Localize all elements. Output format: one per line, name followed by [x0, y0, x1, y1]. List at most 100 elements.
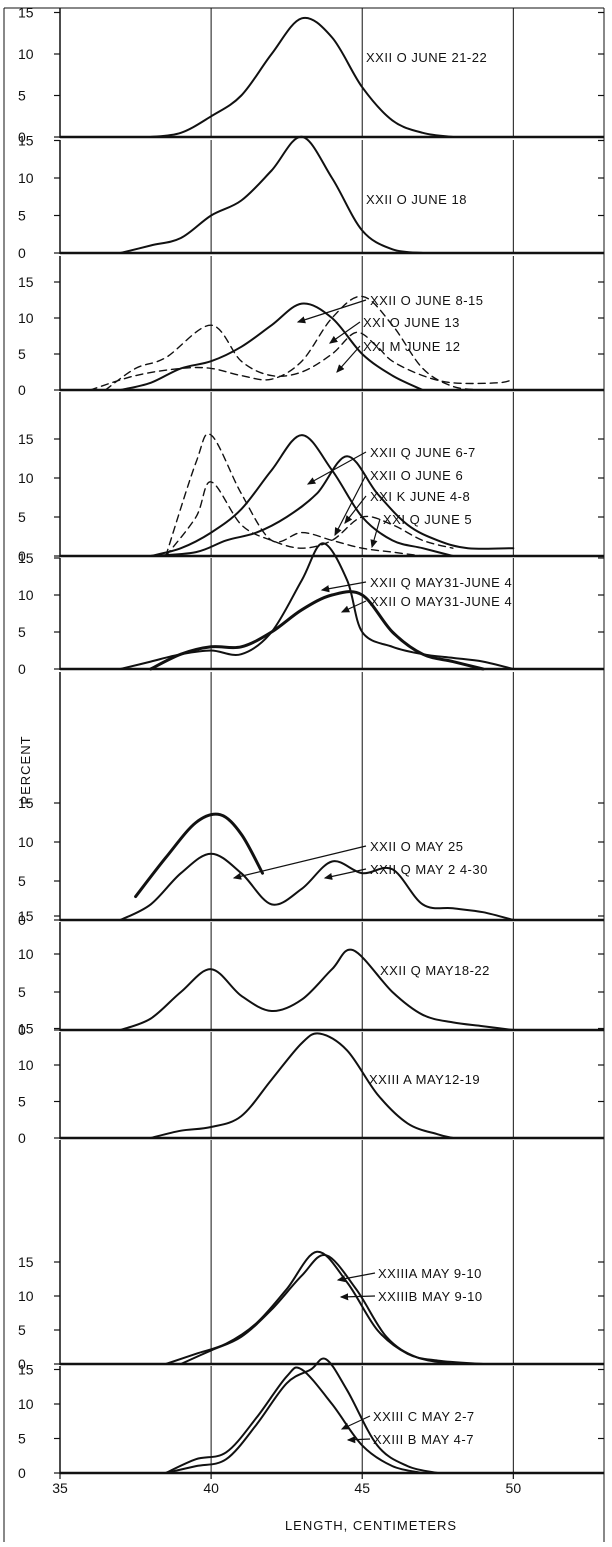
y-tick-label-5: 5	[18, 624, 26, 640]
leader-arrow-9	[370, 518, 381, 549]
series-label-15: XXIII A MAY12-19	[369, 1072, 480, 1087]
series-label-6: XXII Q JUNE 6-7	[370, 445, 476, 460]
panel-2: 0 5 10 15	[18, 133, 604, 261]
series-label-8: XXI K JUNE 4-8	[370, 489, 470, 504]
panel-7: 0 5 10 15	[18, 908, 604, 1038]
series-label-1: XXII O JUNE 21-22	[366, 50, 487, 65]
y-tick-label-5: 5	[18, 1431, 26, 1447]
y-tick-label-10: 10	[18, 170, 34, 186]
series-label-2: XXII O JUNE 18	[366, 192, 467, 207]
series-label-17: XXIIIB MAY 9-10	[378, 1289, 483, 1304]
series-line-7-1	[119, 948, 515, 1031]
panel-9: 0 5 10 15	[18, 1140, 604, 1372]
leader-arrow-10	[320, 581, 367, 593]
y-tick-label-0: 0	[18, 912, 26, 928]
y-tick-label-15: 15	[18, 1254, 34, 1270]
y-tick-label-10: 10	[18, 470, 34, 486]
y-tick-label-0: 0	[18, 245, 26, 261]
y-tick-label-10: 10	[18, 587, 34, 603]
series-label-12: XXII O MAY 25	[370, 839, 463, 854]
series-label-3: XXII O JUNE 8-15	[370, 293, 483, 308]
series-line-3-3	[104, 324, 514, 391]
y-tick-label-0: 0	[18, 1022, 26, 1038]
x-tick-label-35: 35	[52, 1480, 68, 1496]
series-label-13: XXII Q MAY 2 4-30	[370, 862, 488, 877]
y-axis-title: PERCENT	[18, 735, 33, 804]
figure-frame-group	[3, 7, 605, 1542]
y-tick-label-0: 0	[18, 548, 26, 564]
series-line-8-1	[149, 1032, 454, 1139]
y-tick-label-5: 5	[18, 509, 26, 525]
series-line-5-2	[149, 590, 485, 671]
y-tick-label-5: 5	[18, 1094, 26, 1110]
series-line-10-2	[164, 1366, 424, 1474]
y-tick-label-15: 15	[18, 5, 34, 21]
panels-layer: 0510150510150510150510150510150510150510…	[18, 5, 604, 1496]
series-line-6-1	[134, 812, 264, 899]
y-tick-label-15: 15	[18, 274, 34, 290]
leader-arrow-11	[340, 600, 367, 613]
x-tick-label-50: 50	[506, 1480, 522, 1496]
series-label-11: XXII O MAY31-JUNE 4	[370, 594, 512, 609]
y-tick-label-5: 5	[18, 208, 26, 224]
series-line-9-2	[179, 1254, 454, 1365]
series-line-1-1	[149, 16, 454, 138]
leader-arrow-16	[336, 1272, 376, 1283]
panel-4: 0 5 10 15	[18, 392, 604, 564]
x-tick-label-40: 40	[203, 1480, 219, 1496]
y-tick-label-0: 0	[18, 661, 26, 677]
series-line-10-1	[164, 1357, 439, 1474]
series-line-4-4	[165, 433, 424, 557]
y-tick-label-0: 0	[18, 1356, 26, 1372]
y-tick-label-10: 10	[18, 1396, 34, 1412]
leader-arrow-17	[339, 1293, 376, 1301]
panel-5: 0 5 10 15	[18, 542, 604, 677]
series-line-3-1	[119, 302, 424, 391]
series-label-4: XXI O JUNE 13	[363, 315, 460, 330]
series-line-4-3	[165, 481, 454, 557]
y-tick-label-0: 0	[18, 1130, 26, 1146]
y-tick-label-15: 15	[18, 550, 34, 566]
panel-10: 0 5 10 15	[18, 1357, 604, 1481]
y-tick-label-15: 15	[18, 133, 34, 149]
x-tick-label-45: 45	[354, 1480, 370, 1496]
leader-arrow-8	[344, 495, 367, 524]
panel-8: 0 5 10 15	[18, 1021, 604, 1146]
leader-arrow-12	[232, 845, 367, 880]
y-tick-label-5: 5	[18, 1322, 26, 1338]
y-tick-label-10: 10	[18, 946, 34, 962]
series-line-6-2	[119, 852, 515, 921]
y-tick-label-15: 15	[18, 1362, 34, 1378]
series-label-9: XXI Q JUNE 5	[383, 512, 472, 527]
panel-6: 0 5 10 15	[18, 672, 604, 928]
series-line-2-1	[119, 135, 424, 254]
leader-arrow-13	[323, 868, 367, 880]
panel-1: 0 5 10 15	[18, 5, 604, 145]
leader-arrow-18	[340, 1415, 371, 1430]
leader-arrow-6	[306, 451, 367, 485]
y-tick-label-10: 10	[18, 46, 34, 62]
series-label-14: XXII Q MAY18-22	[380, 963, 490, 978]
y-tick-label-0: 0	[18, 1465, 26, 1481]
y-tick-label-5: 5	[18, 346, 26, 362]
y-tick-label-5: 5	[18, 88, 26, 104]
series-label-18: XXIII C MAY 2-7	[373, 1409, 475, 1424]
y-tick-label-10: 10	[18, 1288, 34, 1304]
panel-3: 0 5 10 15	[18, 256, 604, 398]
y-tick-label-10: 10	[18, 310, 34, 326]
series-label-7: XXII O JUNE 6	[370, 468, 463, 483]
y-tick-label-5: 5	[18, 984, 26, 1000]
series-line-4-1	[149, 434, 454, 557]
leader-arrow-5	[336, 345, 361, 373]
series-label-16: XXIIIA MAY 9-10	[378, 1266, 482, 1281]
series-labels-layer: XXII O JUNE 21-22 XXII O JUNE 18 XXII O JU…	[232, 50, 512, 1447]
y-tick-label-15: 15	[18, 795, 34, 811]
leader-arrow-4	[329, 321, 361, 344]
y-tick-label-0: 0	[18, 129, 26, 145]
y-tick-label-5: 5	[18, 873, 26, 889]
y-tick-label-15: 15	[18, 908, 34, 924]
y-tick-label-15: 15	[18, 431, 34, 447]
leader-arrow-7	[334, 474, 367, 537]
